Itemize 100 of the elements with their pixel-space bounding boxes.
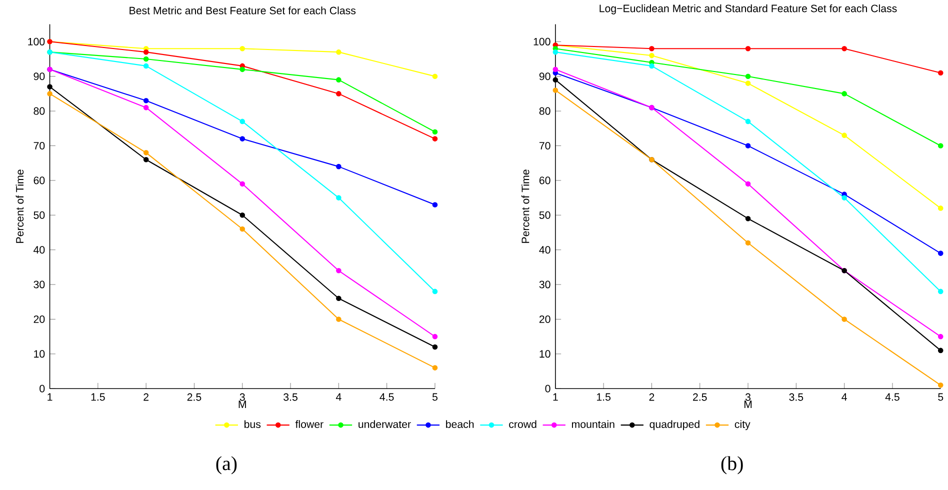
point: [143, 98, 149, 104]
point: [143, 49, 149, 55]
y-tick-label: 70: [539, 142, 550, 150]
y-tick-label: 70: [34, 142, 45, 150]
point: [240, 118, 246, 124]
point: [649, 52, 654, 58]
x-tick-label: 3.5: [284, 393, 298, 401]
legend-label: quadruped: [650, 420, 700, 430]
point: [432, 136, 438, 142]
point: [745, 46, 751, 52]
y-tick-label: 50: [539, 211, 550, 219]
point: [745, 143, 751, 148]
y-axis-title: Percent of Time: [521, 170, 530, 243]
legend-label: bus: [244, 420, 261, 428]
point: [938, 348, 944, 354]
point: [938, 288, 944, 294]
y-tick-label: 10: [34, 350, 45, 358]
point: [336, 77, 342, 82]
y-tick-label: 90: [34, 72, 45, 80]
x-tick-label: 2: [144, 393, 148, 401]
point: [336, 49, 342, 55]
point: [432, 74, 438, 79]
legend-label: flower: [295, 420, 324, 428]
x-tick-label: 5: [432, 393, 438, 401]
point: [938, 250, 944, 256]
point: [745, 240, 751, 246]
point: [938, 70, 944, 76]
y-axis-title: Percent of Time: [16, 170, 24, 243]
y-tick-label: 0: [40, 384, 45, 392]
y-tick-label: 40: [34, 246, 45, 254]
y-tick-label: 80: [539, 107, 550, 115]
point: [432, 334, 438, 340]
legend-label: beach: [446, 420, 474, 428]
point: [552, 66, 558, 72]
point: [432, 288, 438, 294]
legend-label: city: [734, 420, 750, 430]
y-tick-label: 60: [34, 176, 45, 184]
point: [938, 205, 944, 211]
point: [842, 195, 847, 200]
point: [336, 195, 342, 200]
point: [842, 316, 847, 322]
point: [842, 90, 847, 96]
x-axis-title: M: [238, 400, 246, 408]
point: [240, 136, 246, 142]
point: [552, 49, 558, 55]
point: [842, 46, 847, 52]
point: [336, 268, 342, 274]
chart-title: Log−Euclidean Metric and Standard Feature Set for each Class: [600, 4, 897, 14]
chart-title: Best Metric and Best Feature Set for each Class: [130, 6, 356, 14]
y-tick-label: 100: [534, 38, 550, 46]
x-tick-label: 1.5: [597, 393, 610, 401]
x-axis-title: M: [744, 400, 752, 408]
x-tick-label: 1: [553, 393, 558, 401]
point: [143, 156, 149, 162]
point: [745, 216, 751, 222]
x-tick-label: 3: [745, 393, 751, 401]
point: [143, 56, 149, 62]
y-tick-label: 100: [28, 38, 45, 46]
point: [47, 90, 52, 96]
point: [240, 212, 246, 218]
y-tick-label: 0: [545, 384, 550, 392]
point: [336, 164, 342, 170]
y-tick-label: 50: [34, 211, 45, 219]
point: [47, 84, 52, 90]
point: [336, 296, 342, 301]
x-tick-label: 4: [842, 393, 847, 401]
point: [745, 118, 751, 124]
point: [143, 63, 149, 69]
x-tick-label: 2.5: [693, 393, 707, 401]
point: [143, 104, 149, 110]
legend-label: mountain: [572, 420, 614, 428]
x-tick-label: 4.5: [380, 393, 394, 401]
point: [240, 226, 246, 232]
point: [336, 316, 342, 322]
point: [240, 46, 246, 52]
legend-label: underwater: [358, 420, 411, 428]
point: [938, 143, 944, 148]
point: [745, 181, 751, 186]
x-tick-label: 1.5: [91, 393, 105, 401]
x-tick-label: 3: [240, 393, 245, 401]
x-tick-label: 2.5: [187, 393, 202, 401]
y-tick-label: 30: [34, 280, 45, 288]
y-tick-label: 10: [540, 350, 550, 358]
point: [432, 129, 438, 134]
text: (b): [721, 456, 743, 474]
point: [745, 74, 751, 79]
x-tick-label: 1: [48, 393, 52, 401]
point: [552, 88, 558, 93]
point: [649, 63, 654, 69]
point: [938, 382, 944, 388]
x-tick-label: 2: [649, 393, 654, 401]
point: [649, 46, 654, 52]
point: [745, 80, 751, 86]
x-tick-label: 5: [938, 393, 944, 401]
y-tick-label: 90: [539, 72, 550, 80]
y-tick-label: 40: [539, 246, 550, 254]
point: [842, 132, 847, 138]
point: [143, 150, 149, 156]
point: [240, 181, 246, 186]
x-tick-label: 3.5: [789, 393, 804, 401]
